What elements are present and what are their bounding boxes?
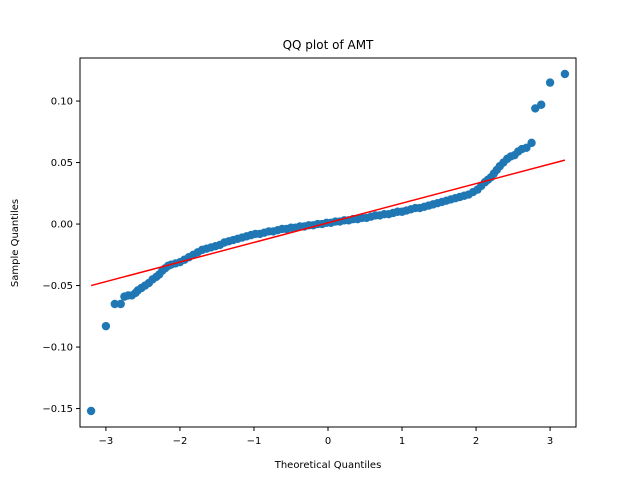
plot-background bbox=[80, 58, 576, 427]
chart-title: QQ plot of AMT bbox=[283, 38, 374, 52]
x-tick-label: 1 bbox=[399, 436, 405, 447]
x-tick-label: −1 bbox=[247, 436, 262, 447]
y-tick-label: 0.05 bbox=[51, 158, 73, 169]
data-point bbox=[86, 406, 96, 416]
x-tick-label: −2 bbox=[173, 436, 188, 447]
x-tick-label: 0 bbox=[325, 436, 331, 447]
data-points bbox=[86, 69, 570, 416]
x-axis-ticks: −3 −2 −1 0 1 2 3 bbox=[99, 427, 553, 447]
x-axis-label: Theoretical Quantiles bbox=[274, 460, 382, 471]
x-tick-label: 2 bbox=[473, 436, 479, 447]
y-axis-label: Sample Quantiles bbox=[10, 199, 21, 287]
data-point bbox=[537, 100, 546, 109]
y-tick-label: −0.05 bbox=[42, 281, 73, 292]
data-point bbox=[101, 321, 111, 331]
y-tick-label: −0.15 bbox=[42, 404, 73, 415]
data-point bbox=[110, 299, 119, 309]
y-tick-label: −0.10 bbox=[42, 343, 73, 354]
x-tick-label: −3 bbox=[99, 436, 114, 447]
data-point bbox=[560, 69, 570, 79]
y-tick-label: 0.00 bbox=[51, 220, 73, 231]
plot-area bbox=[79, 57, 577, 428]
reference-line bbox=[90, 159, 566, 287]
data-point bbox=[527, 138, 536, 148]
y-tick-label: 0.10 bbox=[51, 97, 73, 108]
x-tick-label: 3 bbox=[547, 436, 553, 447]
reference-line-group bbox=[90, 159, 566, 287]
y-axis-ticks: −0.15 −0.10 −0.05 0.00 0.05 0.10 bbox=[42, 97, 80, 415]
data-point bbox=[116, 299, 125, 309]
data-point bbox=[545, 78, 555, 87]
